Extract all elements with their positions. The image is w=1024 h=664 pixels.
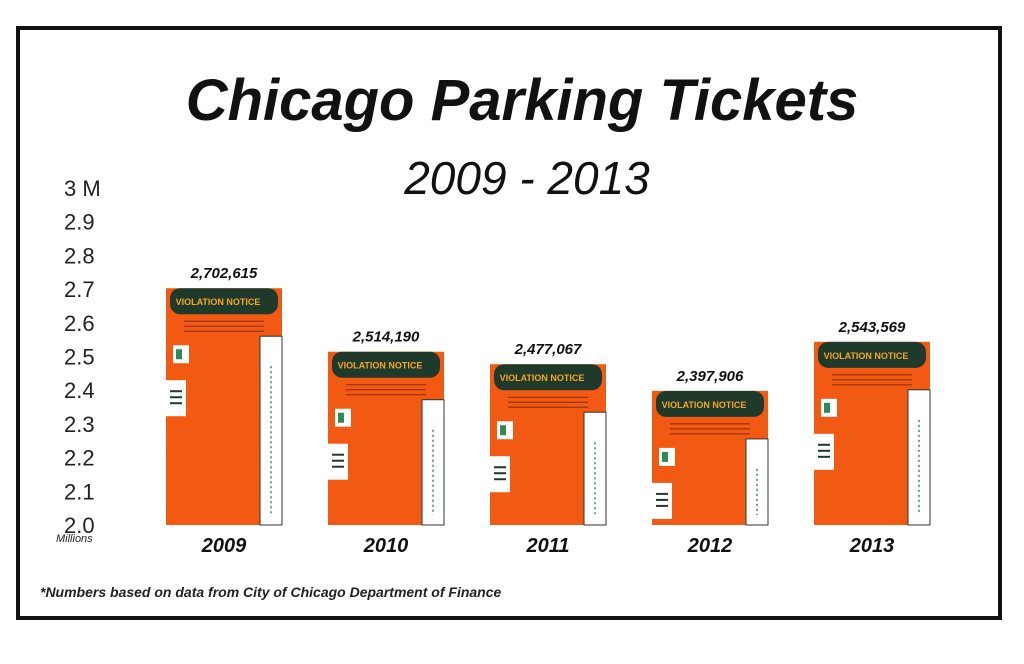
data-label: 2,543,569 xyxy=(838,319,906,336)
bar-notice-label: VIOLATION NOTICE xyxy=(662,400,747,410)
data-label: 2,477,067 xyxy=(514,341,582,358)
y-tick-label: 2.0 xyxy=(64,513,95,538)
y-tick-label: 2.1 xyxy=(64,479,95,504)
y-tick-label: 2.2 xyxy=(64,446,95,471)
data-label: 2,514,190 xyxy=(352,329,420,346)
data-label: 2,397,906 xyxy=(676,368,744,385)
bar-header xyxy=(818,341,926,368)
barcode-mark xyxy=(662,451,668,462)
bar-header xyxy=(494,364,602,391)
x-tick-label: 2009 xyxy=(201,535,247,557)
bar-stub xyxy=(259,335,283,526)
bar-stub xyxy=(745,438,769,526)
y-tick-label: 2.5 xyxy=(64,345,95,370)
barcode-mark xyxy=(338,412,344,423)
bar-notice-label: VIOLATION NOTICE xyxy=(176,297,261,307)
y-tick-label: 2.3 xyxy=(64,412,95,437)
bar-header xyxy=(332,351,440,378)
chart-subtitle: 2009 - 2013 xyxy=(404,152,650,204)
bar-header xyxy=(656,390,764,417)
bar-stub xyxy=(907,389,931,526)
y-tick-label: 3 M xyxy=(64,176,101,201)
y-tick-label: 2.6 xyxy=(64,311,95,336)
barcode-mark xyxy=(824,402,830,413)
x-tick-label: 2012 xyxy=(687,535,733,557)
y-tick-label: 2.9 xyxy=(64,210,95,235)
x-tick-label: 2011 xyxy=(525,535,569,557)
chart-title: Chicago Parking Tickets xyxy=(185,68,859,133)
footnote: *Numbers based on data from City of Chic… xyxy=(40,584,502,600)
y-tick-label: 2.8 xyxy=(64,243,95,268)
y-tick-label: 2.4 xyxy=(64,378,95,403)
barcode-mark xyxy=(176,349,182,360)
bar-notice-label: VIOLATION NOTICE xyxy=(824,351,909,361)
barcode-mark xyxy=(500,425,506,436)
bar-stub xyxy=(421,399,445,526)
bar-notice-label: VIOLATION NOTICE xyxy=(338,361,423,371)
data-label: 2,702,615 xyxy=(190,265,258,282)
x-tick-label: 2010 xyxy=(363,535,409,557)
bar-notice-label: VIOLATION NOTICE xyxy=(500,373,585,383)
y-units-label: Millions xyxy=(56,533,93,545)
bar-header xyxy=(170,288,278,315)
y-tick-label: 2.7 xyxy=(64,277,95,302)
x-tick-label: 2013 xyxy=(849,535,895,557)
